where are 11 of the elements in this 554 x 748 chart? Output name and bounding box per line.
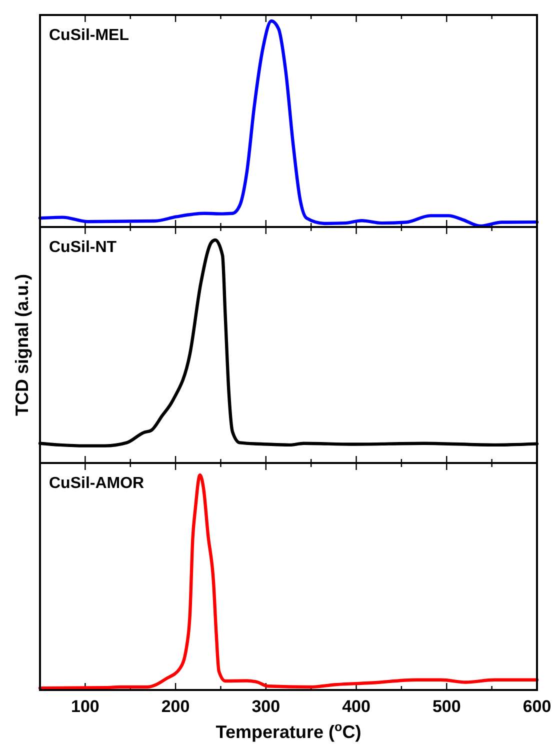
text: CuSil-AMOR [49,475,145,492]
x-tick-label: 500 [432,697,461,716]
y-axis-title: TCD signal (a.u.) [12,274,32,416]
x-tick-label: 200 [161,697,190,716]
x-tick-label: 100 [70,697,100,716]
x-tick-label: 400 [342,697,370,716]
legend-label: CuSil-NT [49,239,117,256]
x-tick-label: 300 [252,697,280,716]
text: CuSil-MEL [49,27,130,44]
x-tick-label: 600 [522,697,552,716]
x-axis-title: Temperature ($^{o}$C) [216,720,362,742]
